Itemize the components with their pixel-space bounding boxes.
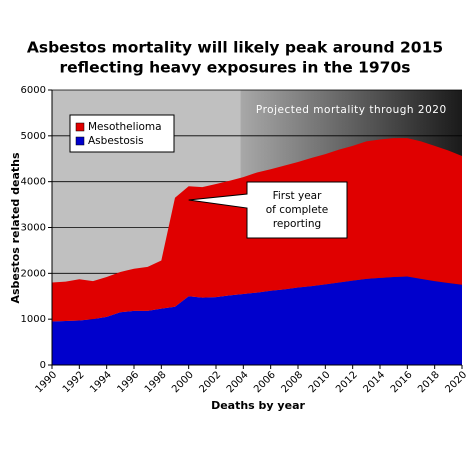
x-axis-label: Deaths by year [211, 399, 305, 412]
x-tick-label: 2012 [334, 369, 360, 395]
callout-box [188, 181, 348, 239]
x-tick-label: 2002 [197, 369, 223, 395]
x-tick-label: 1994 [88, 369, 114, 395]
x-tick-label: 2018 [416, 369, 442, 395]
legend: Mesothelioma Asbestosis [69, 114, 175, 153]
y-tick-label: 6000 [21, 85, 46, 96]
chart-title: reflecting heavy exposures in the 1970s [60, 59, 411, 77]
y-axis-label: Asbestos related deaths [9, 152, 22, 303]
legend-label: Asbestosis [88, 135, 144, 147]
legend-label: Mesothelioma [88, 121, 162, 133]
x-tick-label: 2016 [389, 369, 415, 395]
x-tick-label: 2000 [170, 369, 196, 395]
x-tick-label: 2004 [225, 369, 251, 395]
x-tick-label: 2006 [252, 369, 278, 395]
legend-swatch [75, 122, 85, 132]
y-tick-label: 5000 [21, 131, 46, 142]
annotation: First year [273, 190, 323, 202]
x-tick-label: 1992 [61, 369, 87, 395]
annotation: reporting [273, 218, 321, 230]
x-tick-label: 1998 [143, 369, 169, 395]
legend-box [69, 114, 175, 153]
y-tick-label: 2000 [21, 268, 46, 279]
chart-title: Asbestos mortality will likely peak arou… [27, 39, 443, 57]
projection-label: Projected mortality through 2020 [256, 104, 447, 116]
annotation: of complete [266, 204, 329, 216]
legend-swatch [75, 136, 85, 146]
area [52, 276, 462, 365]
x-tick-label: 2014 [361, 369, 387, 395]
x-tick-label: 1996 [115, 369, 141, 395]
y-tick-label: 3000 [21, 223, 46, 234]
x-tick-label: 2010 [307, 369, 333, 395]
y-tick-label: 0 [40, 360, 46, 371]
x-tick-label: 1990 [33, 369, 59, 395]
x-tick-label: 2020 [443, 369, 469, 395]
y-tick-label: 4000 [21, 177, 46, 188]
y-tick-label: 1000 [21, 314, 46, 325]
x-tick-label: 2008 [279, 369, 305, 395]
